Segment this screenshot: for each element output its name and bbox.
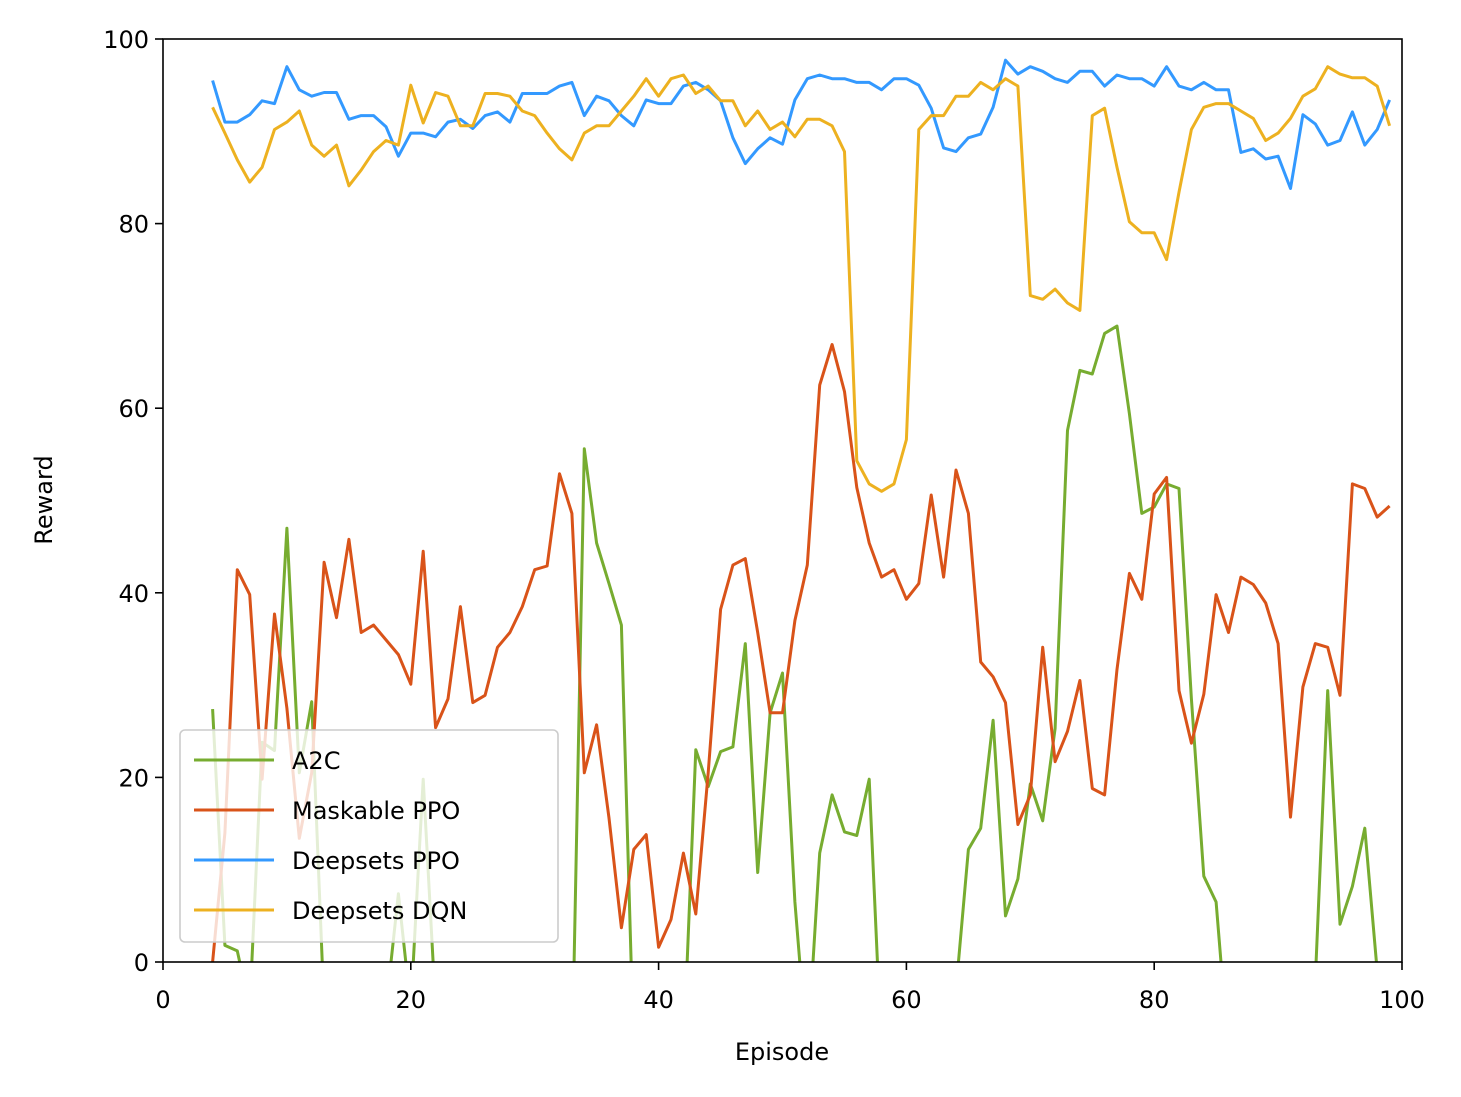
series-line: [211, 58, 1391, 190]
y-tick-label: 0: [134, 949, 149, 977]
series-line: [211, 65, 1392, 493]
y-tick-label: 20: [118, 764, 149, 792]
x-tick-label: 40: [643, 986, 674, 1014]
plot-lines: [211, 58, 1392, 962]
legend-label: Deepsets DQN: [292, 897, 467, 925]
x-tick-label: 60: [891, 986, 922, 1014]
y-axis-label: Reward: [30, 455, 58, 544]
plot-frame: [162, 38, 1403, 963]
x-tick-label: 0: [155, 986, 170, 1014]
legend-label: Deepsets PPO: [292, 847, 460, 875]
legend: A2C Maskable PPO Deepsets PPO Deepsets DQN: [179, 729, 559, 943]
legend-label: A2C: [292, 747, 340, 775]
legend-box: [179, 729, 559, 943]
x-tick-label: 20: [396, 986, 427, 1014]
y-tick-label: 40: [118, 580, 149, 608]
x-axis-label: Episode: [735, 1038, 829, 1066]
y-tick-label: 100: [103, 26, 149, 54]
y-tick-label: 60: [118, 395, 149, 423]
legend-label: Maskable PPO: [292, 797, 460, 825]
x-tick-label: 100: [1379, 986, 1425, 1014]
y-tick-label: 80: [118, 211, 149, 239]
x-tick-label: 80: [1139, 986, 1170, 1014]
series-line: [211, 324, 1378, 962]
series-line: [211, 343, 1391, 962]
